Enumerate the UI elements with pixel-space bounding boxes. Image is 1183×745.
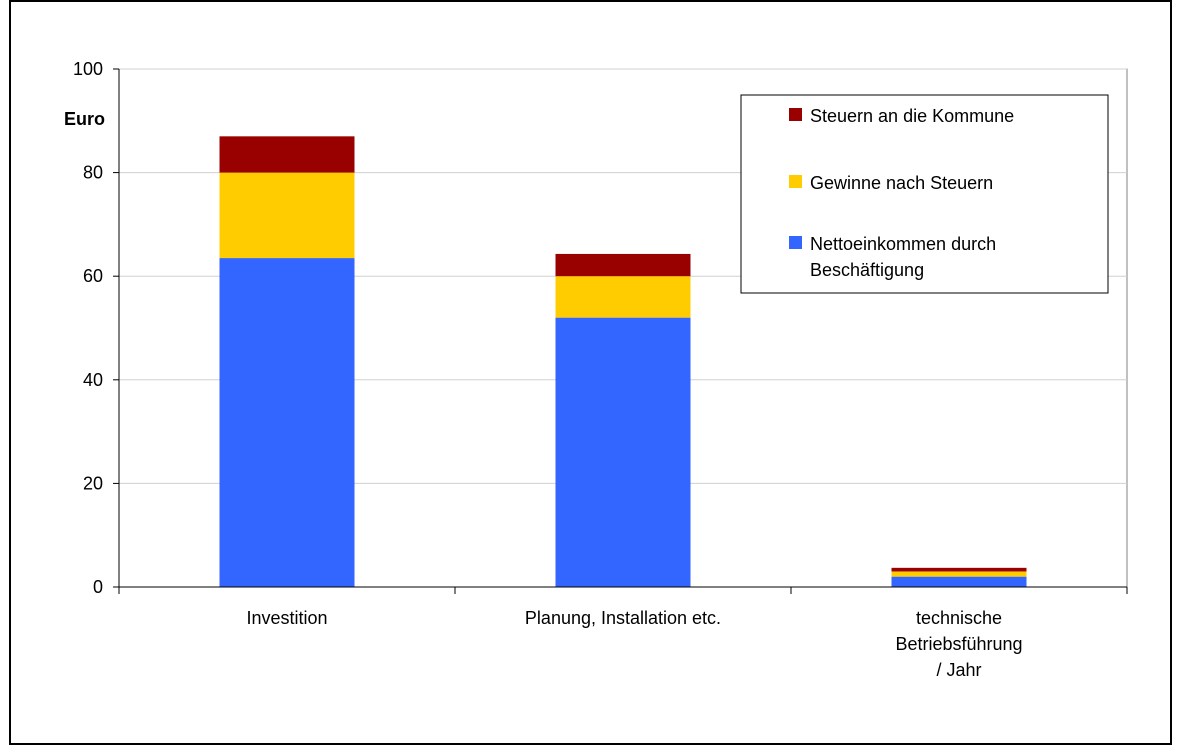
bar-segment (891, 576, 1027, 587)
legend-label: Steuern an die Kommune (810, 106, 1014, 126)
legend-swatch (789, 108, 802, 121)
bar-segment (555, 276, 691, 318)
x-tick-label: technische (916, 608, 1002, 628)
legend: Steuern an die Kommune Gewinne nach Steue… (740, 94, 1109, 294)
x-tick-label: Betriebsführung (895, 634, 1022, 654)
y-tick-label: 20 (83, 473, 103, 493)
legend-swatch (789, 236, 802, 249)
x-tick-label: Planung, Installation etc. (525, 608, 721, 628)
y-tick-label: 0 (93, 577, 103, 597)
legend-label: Beschäftigung (810, 260, 924, 280)
axis-layer (113, 68, 1128, 594)
bar-segment (219, 172, 355, 259)
y-tick-label: 80 (83, 163, 103, 183)
legend-box (740, 94, 1109, 294)
legend-label: Gewinne nach Steuern (810, 173, 993, 193)
bar-segment (219, 136, 355, 173)
bars-layer (219, 136, 1027, 587)
bar-segment (891, 567, 1027, 572)
bar-segment (891, 571, 1027, 577)
y-tick-label: 40 (83, 370, 103, 390)
bar-segment (555, 317, 691, 587)
y-axis-label: Euro (64, 109, 105, 129)
y-tick-label: 60 (83, 266, 103, 286)
bar-segment (555, 253, 691, 277)
legend-label: Nettoeinkommen durch (810, 234, 996, 254)
legend-swatch (789, 175, 802, 188)
y-tick-label: 100 (73, 59, 103, 79)
x-tick-label: Investition (246, 608, 327, 628)
bar-segment (219, 258, 355, 587)
x-tick-label: / Jahr (936, 660, 981, 680)
labels-layer: 0 20 40 60 80 100 Euro Investition Planung, Inst… (64, 59, 1023, 680)
